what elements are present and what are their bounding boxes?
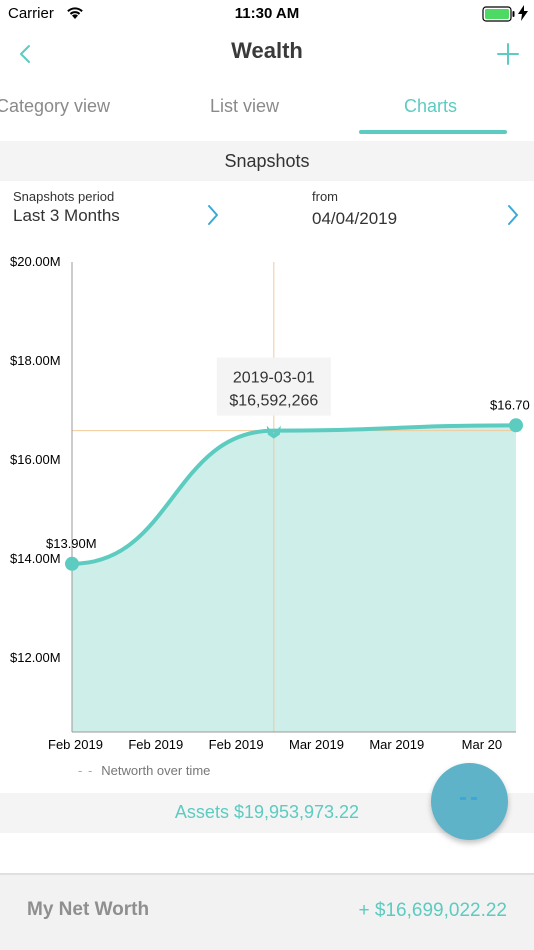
legend-line-icon: - - xyxy=(78,763,94,778)
legend-series-name: Networth over time xyxy=(101,763,211,778)
tab-list-view[interactable]: List view xyxy=(210,96,280,116)
x-tick-label: Mar 2019 xyxy=(289,737,344,752)
status-bar: Carrier 11:30 AM xyxy=(0,0,534,28)
from-date-label: from xyxy=(312,189,338,204)
snapshots-period-label: Snapshots period xyxy=(13,189,115,204)
add-icon[interactable] xyxy=(496,42,520,66)
x-tick-label: Mar 2019 xyxy=(369,737,424,752)
active-tab-indicator xyxy=(359,130,507,134)
tab-category-view[interactable]: Category view xyxy=(0,96,111,116)
x-tick-label: Feb 2019 xyxy=(209,737,264,752)
first-point-label: $13.90M xyxy=(46,536,97,551)
networth-chart[interactable]: $20.00M $18.00M $16.00M $14.00M $12.00M Feb 2… xyxy=(0,250,534,760)
y-tick-label: $20.00M xyxy=(10,254,61,269)
tooltip-date: 2019-03-01 xyxy=(233,370,315,387)
tooltip-value: $16,592,266 xyxy=(229,393,318,410)
data-point xyxy=(65,556,79,571)
selected-point-marker xyxy=(266,425,281,439)
chevron-right-icon[interactable] xyxy=(206,203,220,227)
tooltip-box xyxy=(216,357,331,416)
period-selector-row: Snapshots period Last 3 Months from 04/0… xyxy=(0,183,534,243)
x-tick-label: Mar 20 xyxy=(462,737,502,752)
status-time: 11:30 AM xyxy=(234,5,300,22)
section-title: Snapshots xyxy=(0,141,534,181)
net-worth-footer[interactable]: My Net Worth + $16,699,022.22 xyxy=(0,873,534,950)
from-date-value[interactable]: 04/04/2019 xyxy=(312,209,398,228)
y-tick-label: $14.00M xyxy=(10,551,61,566)
y-tick-label: $12.00M xyxy=(10,650,61,665)
back-chevron-icon[interactable] xyxy=(14,42,38,66)
dots-icon xyxy=(460,797,477,800)
charging-bolt-icon xyxy=(518,5,528,21)
snapshots-period-value[interactable]: Last 3 Months xyxy=(13,206,120,225)
chevron-right-icon[interactable] xyxy=(506,203,520,227)
x-tick-label: Feb 2019 xyxy=(128,737,183,752)
view-tabs: Category view List view Charts xyxy=(0,88,534,136)
page-title: Wealth xyxy=(231,38,303,63)
tab-charts[interactable]: Charts xyxy=(404,96,458,116)
data-point xyxy=(509,418,523,433)
navigation-bar: Wealth xyxy=(0,28,534,80)
last-point-label: $16.70 xyxy=(490,397,530,412)
chart-area-fill xyxy=(72,425,516,732)
battery-icon xyxy=(482,6,515,22)
x-tick-label: Feb 2019 xyxy=(48,737,103,752)
net-worth-value: + $16,699,022.22 xyxy=(358,900,507,921)
series-line xyxy=(70,423,518,566)
net-worth-label: My Net Worth xyxy=(27,899,150,920)
y-tick-label: $18.00M xyxy=(10,353,61,368)
carrier-label: Carrier xyxy=(8,5,54,22)
chart-legend: - - Networth over time xyxy=(78,763,210,778)
y-tick-label: $16.00M xyxy=(10,452,61,467)
floating-action-button[interactable] xyxy=(431,763,508,840)
wifi-icon xyxy=(67,7,83,19)
